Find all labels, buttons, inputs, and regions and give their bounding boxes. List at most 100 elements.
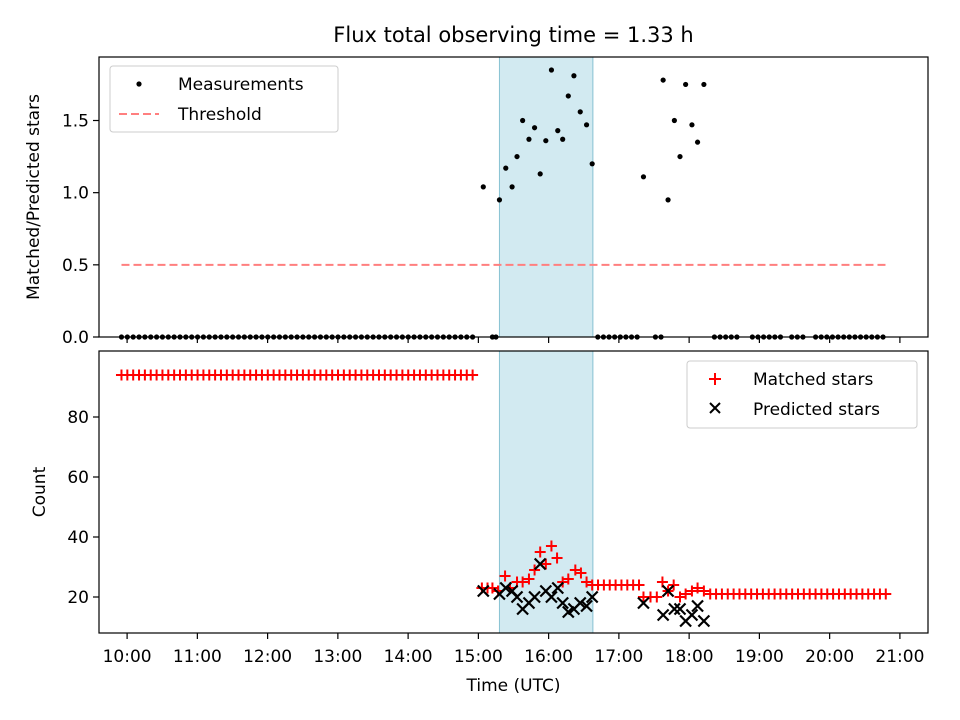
x-tick-label: 21:00 bbox=[875, 647, 924, 667]
measurements-point bbox=[689, 122, 695, 128]
predicted-stars-marker bbox=[637, 596, 650, 610]
measurements-point bbox=[560, 136, 566, 142]
measurements-point bbox=[683, 81, 689, 88]
predicted-stars-marker bbox=[685, 608, 699, 622]
bottom-axes-frame bbox=[98, 350, 929, 634]
matched-stars-marker bbox=[686, 585, 698, 597]
matched-stars-marker bbox=[499, 570, 511, 582]
measurements-point bbox=[571, 73, 577, 79]
top-y-tick-label: 1.0 bbox=[62, 184, 89, 204]
predicted-stars-marker bbox=[556, 596, 569, 610]
bottom-y-tick-label: 80 bbox=[67, 408, 89, 428]
x-tick-label: 16:00 bbox=[524, 647, 573, 667]
predicted-stars-marker bbox=[673, 602, 687, 616]
matched-stars-marker bbox=[545, 540, 557, 552]
predicted-stars-marker bbox=[691, 599, 704, 613]
matched-stars-marker bbox=[534, 546, 546, 558]
predicted-stars-marker bbox=[585, 590, 599, 604]
measurements-point bbox=[640, 174, 647, 180]
measurements-point bbox=[589, 161, 595, 167]
top-y-axis-label: Matched/Predicted stars bbox=[24, 94, 44, 300]
bottom-legend: Matched stars Predicted stars bbox=[686, 360, 918, 429]
x-tick-label: 20:00 bbox=[805, 647, 854, 667]
measurements-point bbox=[520, 117, 526, 124]
predicted-stars-marker bbox=[573, 596, 587, 610]
bottom-legend-frame bbox=[686, 360, 918, 429]
predicted-stars-marker bbox=[499, 581, 513, 595]
predicted-stars-marker bbox=[477, 584, 490, 598]
matched-stars-marker bbox=[680, 588, 692, 600]
matched-stars-marker bbox=[575, 567, 587, 579]
x-tick-label: 17:00 bbox=[594, 647, 643, 667]
matched-stars-marker bbox=[486, 582, 498, 594]
x-axis-label: Time (UTC) bbox=[466, 676, 561, 696]
measurements-point bbox=[509, 184, 515, 190]
legend-label-measurements: Measurements bbox=[178, 75, 304, 95]
matched-stars-marker bbox=[562, 573, 574, 585]
predicted-stars-marker bbox=[545, 590, 558, 604]
predicted-stars-marker bbox=[580, 599, 593, 613]
matched-stars-marker bbox=[651, 591, 663, 603]
legend-label-threshold: Threshold bbox=[177, 105, 262, 125]
measurements-point bbox=[480, 184, 486, 190]
predicted-stars-marker bbox=[533, 557, 547, 571]
measurements-point bbox=[548, 67, 555, 73]
matched-stars-marker bbox=[692, 582, 704, 594]
predicted-stars-marker bbox=[656, 608, 670, 622]
matched-stars-marker bbox=[633, 579, 645, 591]
measurements-point bbox=[555, 128, 561, 134]
x-tick-label: 12:00 bbox=[243, 647, 292, 667]
measurements-point bbox=[665, 197, 671, 203]
measurements-point bbox=[694, 139, 701, 145]
predicted-stars-marker bbox=[668, 602, 681, 616]
measurements-point bbox=[660, 77, 666, 83]
matched-stars-marker bbox=[551, 552, 563, 564]
measurements-point bbox=[543, 138, 549, 144]
top-axes-frame bbox=[98, 56, 929, 338]
legend-marker-measurements bbox=[136, 81, 142, 87]
measurements-point bbox=[503, 165, 509, 171]
legend-marker-predicted-stars bbox=[709, 402, 721, 414]
x-tick-label: 19:00 bbox=[735, 647, 784, 667]
legend-label-matched-stars: Matched stars bbox=[753, 370, 873, 390]
bottom-y-axis-label: Count bbox=[30, 466, 50, 517]
x-tick-label: 15:00 bbox=[454, 647, 503, 667]
predicted-stars-marker bbox=[528, 590, 541, 604]
matched-stars-marker bbox=[581, 576, 593, 588]
top-legend: Measurements Threshold bbox=[109, 65, 339, 133]
bottom-y-tick-label: 20 bbox=[67, 588, 89, 608]
x-tick-label: 18:00 bbox=[665, 647, 714, 667]
matched-stars-marker bbox=[674, 591, 686, 603]
predicted-stars-marker bbox=[697, 614, 711, 628]
bottom-panel: 20 40 60 80 10:00 11:00 12:00 13:00 14:00 15:00 16… bbox=[67, 350, 929, 667]
legend-label-predicted-stars: Predicted stars bbox=[753, 400, 880, 420]
matched-stars-marker bbox=[523, 573, 535, 585]
matched-stars-marker bbox=[698, 585, 710, 597]
measurements-point bbox=[526, 136, 532, 142]
matched-stars-marker bbox=[880, 588, 892, 600]
measurements-point bbox=[537, 171, 543, 177]
matched-stars-marker bbox=[540, 558, 552, 570]
measurements-point bbox=[565, 93, 571, 99]
x-tick-label: 10:00 bbox=[103, 647, 152, 667]
legend-marker-matched-stars bbox=[709, 373, 721, 385]
measurements-point bbox=[701, 81, 707, 88]
measurements-point bbox=[677, 153, 683, 160]
top-highlight-band bbox=[498, 56, 594, 338]
top-panel: 0.0 0.5 1.0 1.5 bbox=[62, 56, 929, 348]
matched-stars-marker bbox=[467, 369, 479, 381]
matched-stars-marker bbox=[517, 576, 529, 588]
bottom-y-tick-label: 40 bbox=[67, 528, 89, 548]
top-y-tick-label: 1.5 bbox=[62, 112, 89, 132]
measurements-point bbox=[514, 153, 520, 160]
bottom-y-tick-label: 60 bbox=[67, 468, 89, 488]
top-y-tick-label: 0.5 bbox=[62, 256, 89, 276]
measurements-point bbox=[671, 117, 677, 124]
x-tick-label: 14:00 bbox=[384, 647, 433, 667]
matched-stars-marker bbox=[668, 579, 680, 591]
top-legend-frame bbox=[109, 65, 339, 133]
measurements-point bbox=[496, 197, 503, 203]
measurements-point bbox=[577, 109, 583, 115]
predicted-stars-marker bbox=[661, 584, 675, 598]
